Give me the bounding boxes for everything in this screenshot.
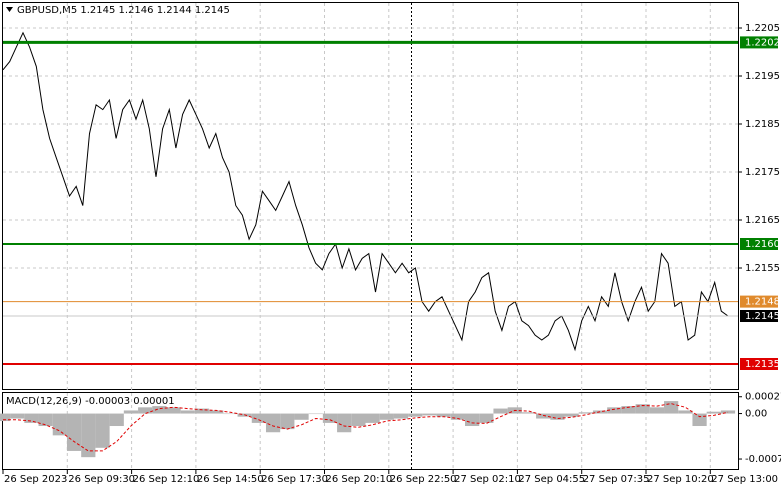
macd-bar — [265, 413, 281, 433]
macd-bar — [465, 413, 480, 427]
macd-bar — [678, 410, 693, 414]
main-panel — [2, 2, 739, 390]
macd-bar — [0, 413, 11, 422]
macd-bar — [692, 413, 707, 427]
level-line-label: 1.2148 — [745, 297, 780, 308]
macd-panel — [2, 392, 739, 470]
macd-bar — [578, 412, 593, 414]
x-tick-label: 26 Sep 22:50 — [390, 474, 457, 485]
macd-bar — [706, 411, 721, 414]
macd-bar — [280, 413, 295, 430]
macd-bar — [10, 413, 25, 419]
macd-bar — [251, 413, 266, 423]
y-tick-label: 0.00 — [745, 409, 767, 420]
macd-bar — [635, 404, 650, 414]
x-tick-label: 26 Sep 20:10 — [326, 474, 393, 485]
y-tick-label: 1.2185 — [745, 119, 780, 130]
level-line-label: 1.2160 — [745, 239, 780, 250]
macd-bar — [521, 412, 537, 414]
macd-bar — [95, 413, 110, 448]
macd-bar — [408, 413, 423, 417]
macd-bar — [393, 413, 409, 419]
level-line-box — [740, 358, 778, 370]
chart-title: GBPUSD,M5 1.2145 1.2146 1.2144 1.2145 — [17, 5, 230, 16]
macd-bar — [664, 401, 679, 414]
x-tick-label: 26 Sep 12:10 — [133, 474, 200, 485]
price-line — [2, 31, 729, 352]
macd-bar — [365, 413, 380, 423]
macd-bar — [479, 413, 494, 423]
y-tick-label: 1.2195 — [745, 71, 780, 82]
x-tick-label: 27 Sep 13:00 — [711, 474, 778, 485]
macd-bar — [209, 410, 224, 414]
macd-bar — [550, 413, 565, 420]
macd-bar — [422, 413, 437, 416]
macd-title: MACD(12,26,9) -0.00003 0.00001 — [6, 396, 175, 407]
y-tick-label: 0.00027 — [745, 392, 781, 403]
x-tick-label: 27 Sep 07:35 — [583, 474, 650, 485]
macd-bar — [152, 406, 167, 414]
macd-bar — [109, 413, 124, 427]
macd-bar — [564, 413, 579, 417]
macd-bar — [450, 413, 466, 420]
y-tick-label: -0.00073 — [745, 454, 781, 465]
macd-bar — [38, 413, 53, 427]
macd-bar — [166, 407, 181, 414]
macd-bar — [138, 407, 153, 414]
y-tick-label: 1.2165 — [745, 215, 780, 226]
macd-bar — [24, 413, 39, 423]
macd-bar — [294, 413, 309, 420]
level-line-box — [740, 238, 778, 250]
menu-icon — [6, 7, 13, 12]
x-tick-label: 26 Sep 17:30 — [261, 474, 328, 485]
signal-line — [3, 403, 729, 452]
macd-bar — [194, 408, 210, 414]
macd-bar — [536, 413, 551, 419]
macd-bar — [223, 413, 238, 415]
level-line-label: 1.2135 — [745, 359, 780, 370]
macd-bar — [720, 410, 736, 414]
x-tick-label: 27 Sep 02:10 — [454, 474, 521, 485]
macd-bar — [123, 410, 139, 414]
level-line-box — [740, 295, 778, 308]
current-price-box — [740, 310, 778, 322]
macd-bar — [322, 413, 338, 423]
y-tick-label: 1.2175 — [745, 167, 780, 178]
macd-bar — [607, 407, 622, 414]
macd-bar — [351, 413, 366, 427]
x-tick-label: 27 Sep 10:20 — [647, 474, 714, 485]
macd-bar — [649, 407, 665, 414]
x-tick-label: 26 Sep 2023 — [4, 474, 67, 485]
macd-bar — [308, 413, 323, 415]
macd-bar — [52, 413, 67, 436]
macd-bar — [493, 408, 508, 414]
level-line-label: 1.2202 — [745, 37, 780, 48]
macd-bar — [436, 413, 451, 417]
x-tick-label: 26 Sep 09:30 — [68, 474, 135, 485]
level-line-box — [740, 36, 778, 49]
macd-bar — [81, 413, 96, 458]
y-tick-label: 1.2205 — [745, 23, 780, 34]
macd-bar — [379, 413, 394, 420]
x-tick-label: 26 Sep 14:50 — [197, 474, 264, 485]
current-price-label: 1.2145 — [745, 311, 780, 322]
macd-bar — [180, 410, 195, 414]
macd-bar — [621, 406, 636, 414]
x-tick-label: 27 Sep 04:55 — [518, 474, 585, 485]
y-tick-label: 1.2155 — [745, 263, 780, 274]
macd-bar — [66, 413, 82, 451]
macd-bar — [337, 413, 352, 433]
